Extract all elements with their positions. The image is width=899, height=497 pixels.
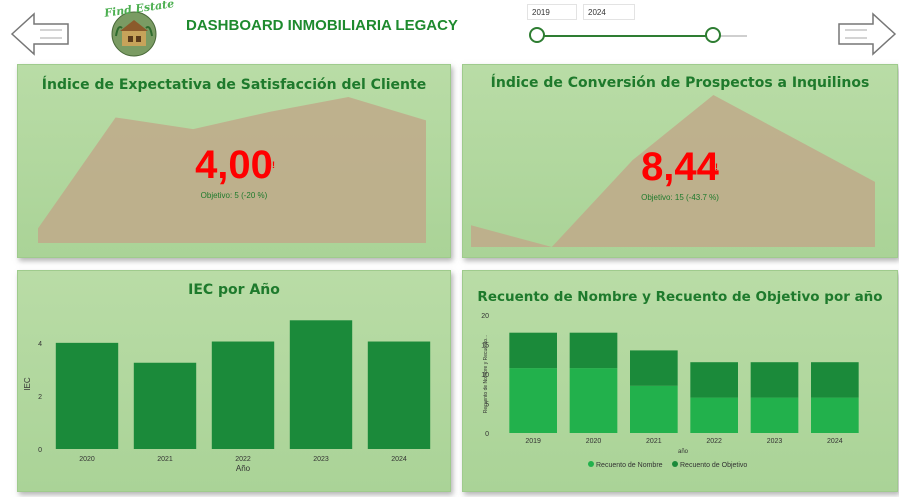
iec-chart-title: IEC por Año (188, 282, 280, 298)
y-tick-label: 0 (485, 431, 489, 438)
iec-bar[interactable] (55, 342, 119, 449)
kpi-conversion-area (471, 95, 875, 247)
y-axis-label: Recuento de Nombre y Recuento... (483, 335, 489, 413)
stacked-bar-segment[interactable] (630, 385, 678, 433)
year-slider-fill (537, 35, 713, 37)
y-tick-label: 15 (481, 343, 489, 350)
stacked-bar-segment[interactable] (750, 397, 799, 433)
y-tick-label: 0 (38, 447, 42, 454)
kpi-satisfaction-card: Índice de Expectativa de Satisfacción de… (17, 64, 451, 258)
kpi-satisfaction-area (38, 97, 426, 243)
x-tick-label: 2020 (586, 438, 602, 445)
stacked-bar-segment[interactable] (509, 368, 557, 433)
y-tick-label: 4 (38, 341, 42, 348)
forward-arrow-icon[interactable] (835, 12, 897, 61)
iec-bar[interactable] (133, 362, 197, 449)
y-axis-label: IEC (23, 377, 32, 391)
iec-bar[interactable] (211, 341, 275, 449)
iec-bar[interactable] (367, 341, 431, 449)
x-axis-label: año (678, 449, 689, 455)
kpi-conversion-card: Índice de Conversión de Prospectos a Inq… (462, 64, 898, 258)
x-tick-label: 2021 (157, 456, 173, 463)
year-slider-end-handle[interactable] (705, 27, 721, 43)
legend-label: Recuento de Nombre (596, 462, 663, 469)
kpi-satisfaction-target: Objetivo: 5 (-20 %) (200, 191, 268, 200)
conversion-area-shape (471, 95, 875, 247)
kpi-conversion-value: 8,44 (641, 145, 719, 189)
legend-label: Recuento de Objetivo (680, 462, 747, 469)
back-arrow-icon[interactable] (10, 12, 72, 61)
x-tick-label: 2024 (391, 456, 407, 463)
y-tick-label: 10 (481, 372, 489, 379)
stacked-bar-segment[interactable] (750, 362, 799, 398)
stacked-bar-segment[interactable] (690, 362, 738, 398)
iec-chart-card: IEC por Año 0 2 4 2020 2021 2022 2023 2024 Año IE… (17, 270, 451, 492)
iec-bar-chart: 0 2 4 2020 2021 2022 2023 2024 Año IEC (23, 320, 431, 473)
iec-bar[interactable] (289, 320, 353, 449)
y-tick-label: 5 (485, 402, 489, 409)
stacked-bar-segment[interactable] (811, 397, 859, 433)
year-end-input[interactable]: 2024 (583, 4, 635, 20)
x-tick-label: 2023 (767, 438, 783, 445)
x-tick-label: 2023 (313, 456, 329, 463)
company-logo: Find Estate (103, 0, 175, 58)
year-start-input[interactable]: 2019 (527, 4, 577, 20)
kpi-satisfaction-alert: ! (272, 160, 275, 170)
stacked-bar-segment[interactable] (690, 397, 738, 433)
legend-marker (672, 461, 678, 467)
x-tick-label: 2024 (827, 438, 843, 445)
stacked-bar-segment[interactable] (569, 368, 618, 433)
x-tick-label: 2022 (235, 456, 251, 463)
stacked-bar-segment[interactable] (630, 350, 678, 386)
satisfaction-area-shape (38, 97, 426, 243)
x-tick-label: 2019 (525, 438, 541, 445)
kpi-satisfaction-title: Índice de Expectativa de Satisfacción de… (41, 77, 427, 93)
page-title: DASHBOARD INMOBILIARIA LEGACY (186, 17, 458, 34)
x-tick-label: 2022 (706, 438, 722, 445)
stacked-bar-segment[interactable] (811, 362, 859, 398)
x-axis-label: Año (236, 464, 251, 473)
kpi-satisfaction-value: 4,00 (195, 143, 273, 187)
x-tick-label: 2021 (646, 438, 662, 445)
y-tick-label: 2 (38, 394, 42, 401)
count-chart-title: Recuento de Nombre y Recuento de Objetiv… (477, 289, 883, 305)
year-slider-start-handle[interactable] (529, 27, 545, 43)
kpi-conversion-target: Objetivo: 15 (-43.7 %) (641, 193, 719, 202)
legend-marker (588, 461, 594, 467)
count-stacked-chart: 0 5 10 15 20 2019 2020 2021 2022 2023 2024 año Recue… (481, 313, 859, 469)
y-tick-label: 20 (481, 313, 489, 320)
x-tick-label: 2020 (79, 456, 95, 463)
count-chart-card: Recuento de Nombre y Recuento de Objetiv… (462, 270, 898, 492)
stacked-bar-segment[interactable] (569, 332, 618, 369)
stacked-bar-segment[interactable] (509, 332, 557, 369)
kpi-conversion-alert: ! (715, 162, 718, 172)
kpi-conversion-title: Índice de Conversión de Prospectos a Inq… (490, 75, 870, 91)
